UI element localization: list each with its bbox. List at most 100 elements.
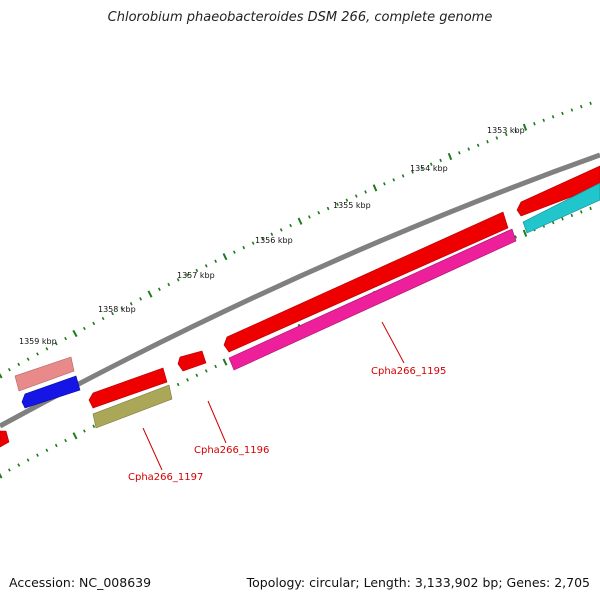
gene-magenta-long[interactable] (228, 228, 517, 371)
outer-scale-tick (54, 342, 58, 346)
outer-scale-tick (589, 101, 592, 105)
outer-scale-tick (26, 357, 30, 361)
outer-scale-tick (392, 178, 396, 182)
scale-ticks (0, 101, 592, 479)
outer-scale-tick (242, 245, 246, 250)
outer-scale-tick (579, 104, 583, 109)
scale-label-1354: 1354 kbp (410, 164, 448, 173)
outer-scale-tick (420, 166, 424, 170)
outer-scale-tick (289, 223, 293, 228)
outer-scale-tick (467, 147, 471, 151)
inner-scale-tick (36, 453, 39, 457)
outer-scale-tick (542, 118, 546, 122)
gene-red-upper-right[interactable] (516, 165, 600, 217)
outer-scale-tick (504, 132, 508, 137)
inner-scale-tick (54, 443, 58, 448)
scale-label-1357: 1357 kbp (177, 271, 215, 280)
inner-scale-tick (561, 217, 564, 221)
outer-scale-tick (308, 215, 311, 219)
page-title: Chlorobium phaeobacteroides DSM 266, com… (107, 10, 493, 25)
leader-cpha266-1196 (207, 400, 227, 444)
outer-scale-tick (561, 111, 564, 116)
outer-scale-tick (429, 162, 433, 166)
outer-scale-tick (372, 184, 378, 192)
inner-scale-tick (0, 472, 3, 479)
gene-red-small[interactable] (177, 350, 207, 372)
leader-cpha266-1195 (381, 321, 405, 364)
outer-scale-tick (186, 273, 189, 277)
inner-scale-tick (222, 358, 228, 366)
outer-scale-tick (383, 182, 386, 186)
gene-label-cpha266-1196: Cpha266_1196 (194, 445, 269, 456)
outer-scale-tick (0, 372, 3, 379)
outer-scale-tick (147, 290, 153, 298)
gene-red-left-edge[interactable] (0, 430, 10, 448)
inner-scale-tick (72, 432, 78, 440)
gene-olive[interactable] (92, 384, 173, 429)
outer-scale-tick (317, 211, 321, 215)
outer-scale-tick (486, 140, 489, 144)
outer-scale-tick (17, 362, 21, 367)
leader-cpha266-1197 (142, 427, 163, 471)
outer-scale-tick (167, 282, 171, 287)
inner-scale-tick (195, 373, 199, 378)
outer-scale-tick (401, 174, 405, 178)
inner-scale-tick (64, 438, 68, 443)
outer-scale-tick (514, 129, 517, 133)
outer-scale-tick (139, 297, 143, 301)
genome-summary-text: Topology: circular; Length: 3,133,902 bp… (246, 575, 590, 590)
outer-scale-tick (101, 316, 105, 321)
outer-scale-tick (129, 302, 133, 306)
outer-scale-tick (270, 232, 274, 236)
inner-scale-tick (522, 229, 528, 237)
outer-scale-tick (261, 236, 264, 241)
inner-scale-tick (17, 463, 21, 467)
outer-scale-tick (495, 136, 499, 140)
outer-scale-tick (120, 306, 124, 311)
scale-label-1356: 1356 kbp (255, 236, 293, 245)
gene-pink[interactable] (14, 356, 75, 392)
outer-scale-tick (447, 152, 453, 161)
inner-scale-tick (26, 458, 30, 462)
outer-scale-tick (111, 311, 114, 316)
gene-blue[interactable] (21, 375, 81, 409)
gene-cyan-right[interactable] (522, 182, 600, 234)
scale-label-1358: 1358 kbp (98, 305, 136, 314)
outer-scale-tick (297, 217, 303, 225)
outer-scale-tick (522, 123, 528, 131)
inner-scale-tick (92, 424, 96, 428)
inner-scale-tick (214, 364, 218, 369)
outer-scale-tick (458, 151, 461, 155)
inner-scale-tick (204, 369, 208, 373)
outer-scale-tick (7, 368, 11, 372)
outer-scale-tick (364, 190, 367, 194)
outer-scale-tick (214, 259, 218, 263)
outer-scale-tick (36, 352, 39, 356)
outer-scale-tick (411, 170, 414, 174)
scale-label-1359: 1359 kbp (19, 337, 57, 346)
outer-scale-tick (157, 287, 161, 291)
gene-red-long[interactable] (223, 211, 509, 353)
accession-text: Accession: NC_008639 (9, 575, 152, 590)
gene-red-cpha266-1197[interactable] (88, 367, 168, 409)
outer-scale-tick (176, 278, 180, 282)
outer-scale-tick (439, 158, 442, 163)
outer-scale-tick (570, 108, 574, 112)
genome-backbone (0, 152, 600, 429)
outer-scale-tick (232, 250, 236, 254)
outer-scale-tick (533, 122, 536, 126)
inner-scale-tick (176, 382, 180, 387)
inner-scale-tick (7, 468, 11, 472)
inner-scale-tick (186, 378, 189, 382)
inner-scale-tick (570, 213, 574, 218)
inner-scale-tick (589, 206, 592, 211)
inner-scale-tick (514, 235, 517, 239)
outer-scale-tick (72, 329, 78, 338)
outer-scale-tick (279, 228, 283, 232)
outer-scale-tick (354, 194, 358, 198)
outer-scale-tick (345, 198, 349, 202)
inner-scale-tick (45, 448, 49, 452)
outer-scale-tick (222, 253, 228, 261)
outer-scale-tick (476, 143, 480, 147)
